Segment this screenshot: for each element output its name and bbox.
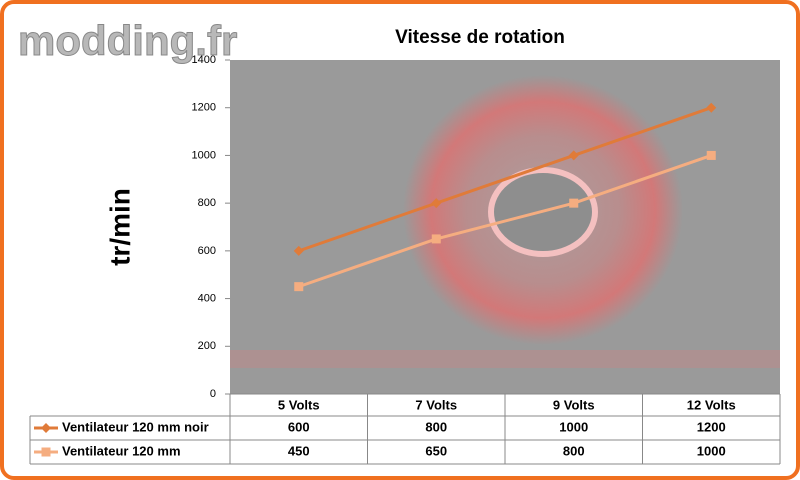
marker (41, 423, 51, 433)
background-glow (230, 350, 780, 368)
x-tick-label: 12 Volts (687, 397, 736, 412)
y-tick-label: 1200 (192, 102, 216, 114)
y-tick-label: 400 (198, 292, 216, 304)
table-value: 1200 (697, 419, 726, 434)
data-table (29, 393, 780, 465)
table-value: 650 (425, 443, 447, 458)
x-tick-label: 9 Volts (553, 397, 595, 412)
legend-label: Ventilateur 120 mm (62, 443, 181, 458)
chart-title: Vitesse de rotation (395, 27, 565, 48)
marker (41, 447, 51, 457)
table-value: 1000 (697, 443, 726, 458)
marker (293, 245, 304, 256)
table-value: 600 (288, 419, 310, 434)
y-tick-label: 1000 (192, 149, 216, 161)
series-line (298, 154, 712, 289)
x-tick-label: 7 Volts (415, 397, 457, 412)
y-tick-label: 1400 (192, 54, 216, 66)
y-tick-label: 600 (198, 245, 216, 257)
table-value: 450 (288, 443, 310, 458)
marker (431, 198, 442, 209)
marker (569, 198, 579, 208)
marker (706, 150, 716, 160)
y-tick-label: 200 (198, 340, 216, 352)
marker (568, 150, 579, 161)
legend-label: Ventilateur 120 mm noir (62, 419, 209, 434)
y-tick-label: 800 (198, 197, 216, 209)
series-line (298, 106, 712, 253)
y-axis-label: tr/min (104, 188, 135, 266)
watermark: modding.fr (18, 17, 237, 64)
table-value: 1000 (559, 419, 588, 434)
marker (431, 234, 441, 244)
marker (294, 282, 304, 292)
marker (706, 102, 717, 113)
x-tick-label: 5 Volts (278, 397, 320, 412)
table-value: 800 (425, 419, 447, 434)
y-tick-label: 0 (210, 388, 216, 400)
table-value: 800 (563, 443, 585, 458)
